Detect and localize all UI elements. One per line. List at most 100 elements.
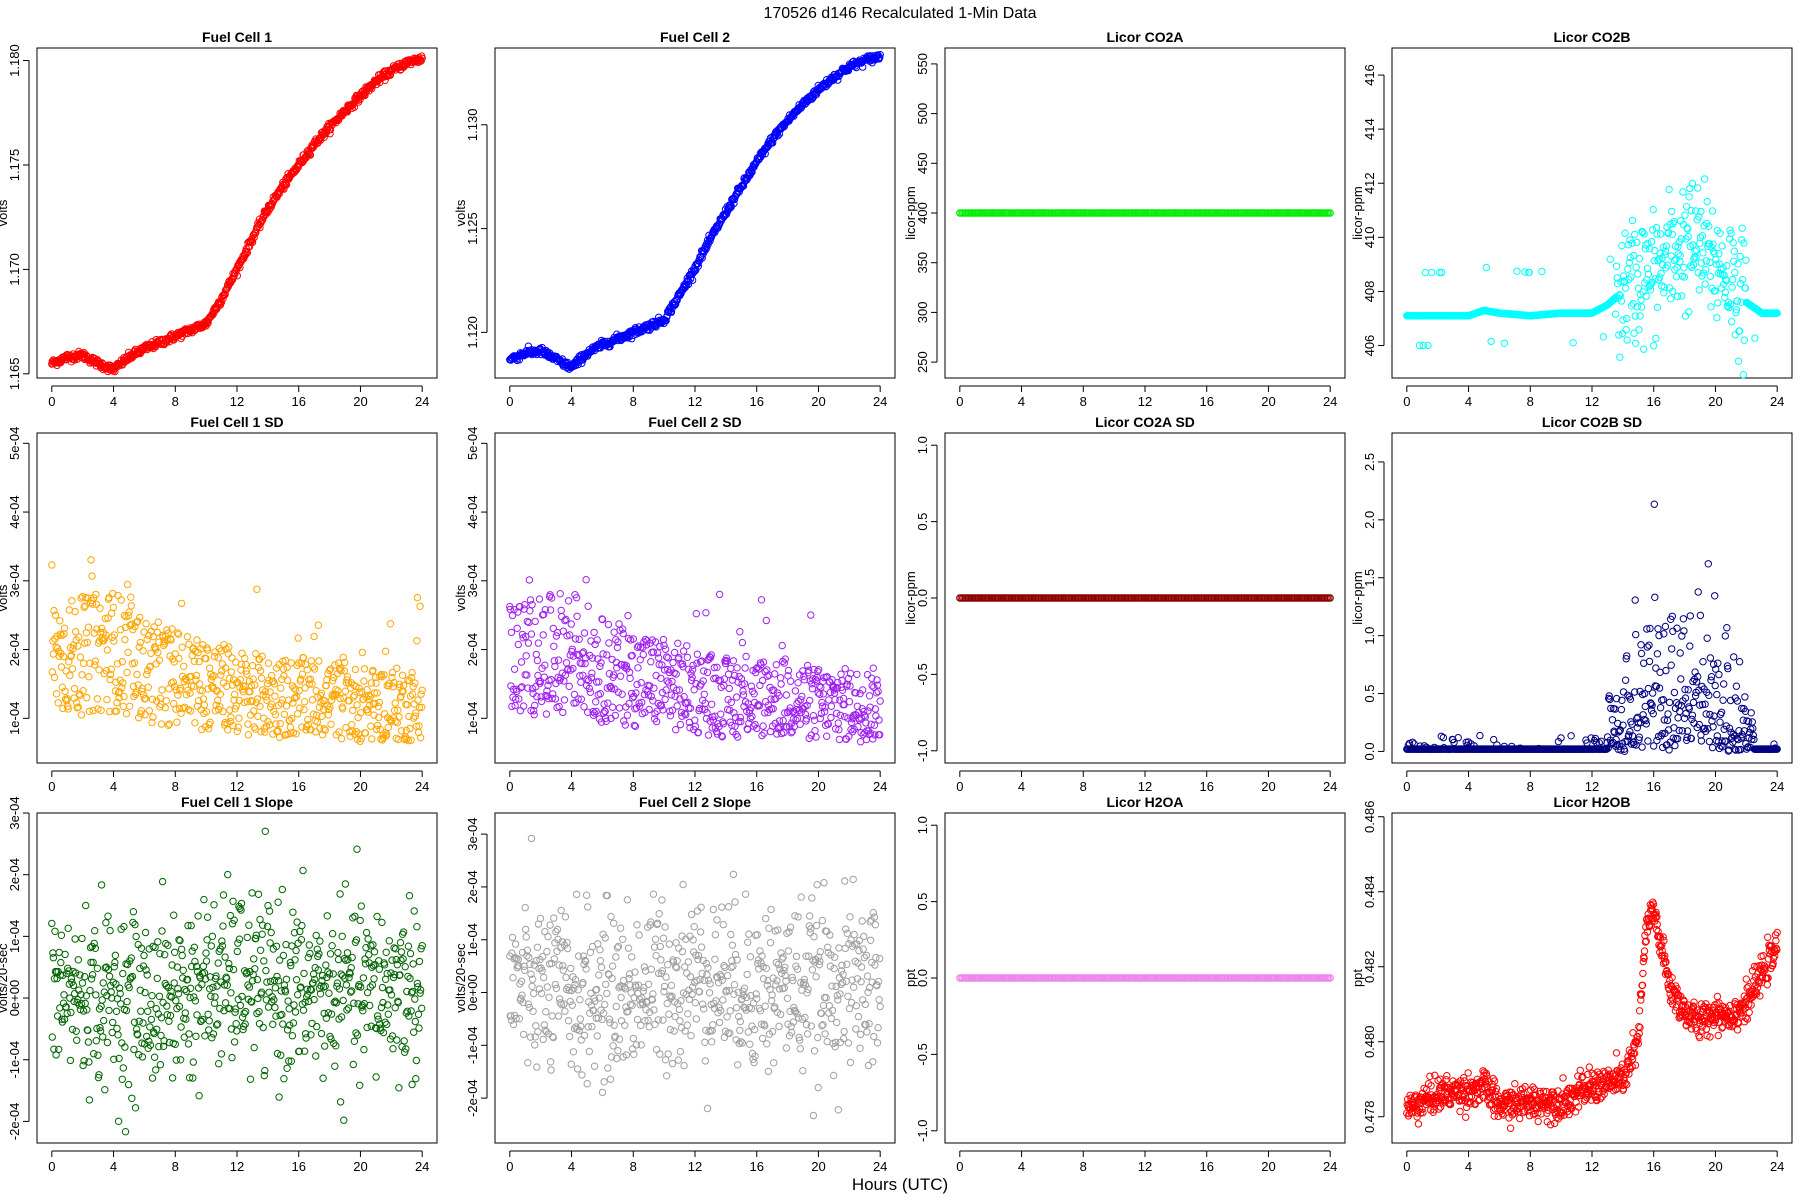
data-point	[1667, 661, 1675, 669]
data-point	[296, 704, 304, 712]
y-tick-label: 1.0	[1362, 627, 1377, 645]
data-point	[1695, 286, 1704, 294]
data-point	[126, 702, 134, 710]
data-point	[537, 697, 546, 706]
data-point	[50, 673, 59, 682]
data-point	[204, 319, 212, 327]
y-tick-label: 350	[915, 252, 930, 274]
data-point	[142, 620, 150, 628]
data-point	[647, 658, 655, 666]
data-point	[183, 633, 192, 641]
data-point	[77, 711, 86, 719]
data-point	[700, 667, 708, 675]
data-point	[257, 674, 266, 682]
x-tick-label: 16	[1199, 779, 1213, 794]
data-point	[776, 674, 785, 682]
data-point	[1705, 737, 1714, 746]
data-point	[556, 590, 564, 598]
data-point	[1619, 688, 1628, 696]
data-point	[300, 698, 309, 706]
data-point	[48, 1033, 56, 1041]
data-point	[1513, 267, 1521, 275]
x-axis: 0 4 8 12 16 20 24	[956, 385, 1337, 409]
data-point	[1699, 249, 1707, 257]
data-point	[93, 695, 102, 703]
data-point	[683, 642, 691, 650]
y-tick-label: 1.165	[7, 358, 22, 391]
data-point	[193, 636, 201, 644]
x-tick-label: 12	[1138, 779, 1152, 794]
x-tick-label: 12	[230, 779, 244, 794]
data-point	[1708, 207, 1717, 215]
data-point	[1326, 209, 1334, 217]
data-point	[1736, 252, 1744, 261]
data-point	[244, 731, 253, 739]
y-tick-label: 300	[915, 302, 930, 324]
y-tick-label: 1e-04	[465, 702, 480, 735]
data-point	[661, 695, 669, 704]
data-point	[1685, 308, 1693, 316]
data-point	[1732, 682, 1741, 690]
data-point	[1621, 284, 1630, 292]
data-point	[1706, 272, 1715, 281]
data-point	[1482, 263, 1491, 272]
data-point	[317, 689, 326, 697]
data-point	[119, 702, 128, 710]
data-point	[154, 618, 163, 626]
data-point	[233, 272, 242, 280]
data-point	[206, 664, 214, 672]
data-point	[1711, 592, 1719, 600]
data-point	[337, 735, 346, 743]
data-point	[586, 688, 595, 696]
data-point	[1713, 314, 1721, 322]
data-point	[560, 696, 569, 704]
data-point	[349, 706, 357, 715]
plot-frame	[1391, 47, 1793, 379]
panel-title: Fuel Cell 2	[660, 29, 730, 45]
x-tick-label: 8	[1527, 394, 1534, 409]
data-point	[195, 658, 203, 666]
y-tick-label: 406	[1362, 335, 1377, 357]
data-point	[136, 638, 145, 647]
data-point	[1649, 205, 1657, 214]
x-tick-label: 24	[873, 779, 887, 794]
data-point	[525, 576, 534, 584]
data-point	[812, 90, 821, 98]
data-point	[386, 620, 395, 628]
data-point	[1665, 185, 1673, 194]
data-point	[534, 639, 543, 647]
data-point	[578, 359, 586, 367]
data-point	[738, 638, 747, 647]
data-point	[708, 700, 716, 708]
data-point	[360, 677, 368, 685]
data-point	[123, 668, 131, 677]
data-point	[704, 731, 713, 739]
y-tick-label: 400	[915, 202, 930, 224]
data-point	[748, 168, 756, 176]
data-point	[762, 616, 770, 625]
panel-title: Fuel Cell 1 SD	[190, 414, 283, 430]
data-point	[1742, 256, 1750, 264]
data-point	[757, 596, 766, 604]
data-point	[1652, 223, 1661, 232]
data-point	[836, 711, 845, 719]
data-point	[1730, 247, 1739, 255]
data-point	[1729, 275, 1737, 284]
x-tick-label: 24	[1770, 779, 1784, 794]
data-point	[673, 702, 681, 710]
data-point	[418, 54, 426, 62]
data-point	[1688, 179, 1697, 188]
data-point	[246, 711, 255, 719]
data-point	[1653, 650, 1662, 658]
data-point	[413, 593, 422, 602]
data-point	[109, 603, 118, 612]
x-tick-label: 4	[568, 779, 575, 794]
data-point	[603, 651, 611, 659]
data-point	[233, 727, 242, 735]
data-point	[417, 690, 425, 698]
data-point	[158, 686, 166, 694]
data-point	[1618, 329, 1627, 338]
data-point	[1731, 331, 1740, 339]
y-tick-label: 5e-04	[7, 427, 22, 460]
